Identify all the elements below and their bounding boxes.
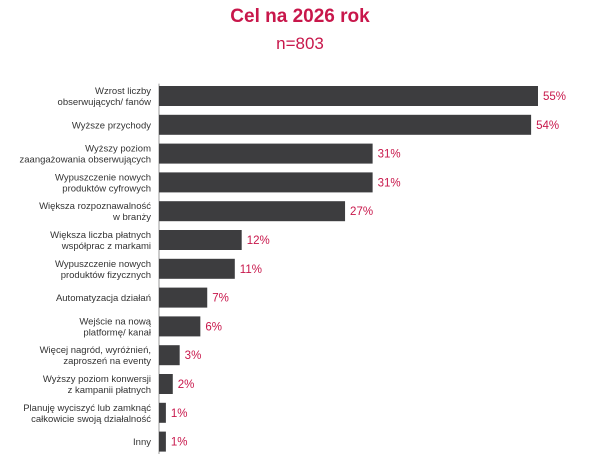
chart-subtitle: n=803 — [276, 34, 324, 53]
category-label: Większa liczba płatnych współprac z marka… — [50, 230, 151, 252]
category-label-line: zaangażowania obserwujących — [20, 155, 152, 166]
bar — [159, 114, 532, 135]
bar — [159, 258, 235, 279]
category-label-line: Wypuszczenie nowych — [55, 259, 151, 270]
bar — [159, 345, 180, 366]
category-label-line: współprac z markami — [61, 241, 151, 252]
bar — [159, 374, 173, 394]
bar — [159, 143, 373, 164]
category-label-line: Inny — [133, 437, 151, 448]
category-label-line: Planuję wyciszyć lub zamknąć — [23, 403, 151, 414]
category-label-line: Wyższy poziom — [85, 144, 151, 155]
value-label: 11% — [240, 264, 262, 276]
category-label-line: obserwujących/ fanów — [58, 97, 152, 108]
chart-title: Cel na 2026 rok — [230, 6, 370, 27]
value-label: 1% — [171, 437, 188, 449]
category-label-line: Automatyzacja działań — [56, 293, 151, 304]
bar — [159, 230, 242, 250]
value-label: 7% — [212, 293, 229, 305]
category-label-line: zaproszeń na eventy — [63, 356, 151, 367]
category-label-line: Wyższy poziom konwersji — [43, 374, 151, 385]
category-label-line: Wyższe przychody — [72, 120, 151, 131]
category-label: Wyższy poziom zaangażowania obserwujących — [20, 144, 152, 166]
value-label: 12% — [247, 235, 270, 247]
category-label: Wyższy poziom konwersji z kampanii płatny… — [43, 374, 151, 396]
category-label-line: platformę/ kanał — [83, 327, 151, 338]
category-label: Wejście na nową platformę/ kanał — [79, 316, 152, 338]
category-label-line: Większa rozpoznawalność — [39, 201, 151, 212]
category-label-line: Wzrost liczby — [95, 86, 151, 97]
category-label-line: produktów fizycznych — [61, 270, 151, 281]
category-label: Wypuszczenie nowych produktów cyfrowych — [55, 172, 151, 194]
value-label: 1% — [171, 408, 188, 420]
category-label-line: Więcej nagród, wyróżnień, — [40, 345, 151, 356]
value-label: 3% — [185, 350, 202, 362]
bar — [159, 402, 166, 423]
bar — [159, 201, 346, 222]
value-label: 27% — [350, 206, 373, 218]
value-label: 31% — [378, 177, 401, 189]
category-label-line: Wypuszczenie nowych — [55, 172, 151, 183]
category-label: Wyższe przychody — [72, 120, 151, 131]
category-label-line: w branży — [112, 212, 151, 223]
category-label: Automatyzacja działań — [56, 293, 151, 304]
category-label: Więcej nagród, wyróżnień, zaproszeń na ev… — [40, 345, 152, 367]
category-label-line: produktów cyfrowych — [62, 183, 151, 194]
category-label-line: całkowicie swoją działalność — [31, 414, 151, 425]
category-label: Wzrost liczby obserwujących/ fanów — [58, 86, 152, 108]
category-label: Planuję wyciszyć lub zamknąć całkowicie s… — [23, 403, 151, 425]
bar — [159, 172, 373, 193]
bar — [159, 431, 166, 452]
value-label: 54% — [536, 120, 559, 132]
value-label: 31% — [378, 149, 401, 161]
bar — [159, 316, 201, 337]
category-label-line: z kampanii płatnych — [68, 385, 151, 396]
value-label: 6% — [205, 321, 222, 333]
category-label-line: Większa liczba płatnych — [50, 230, 151, 241]
value-label: 55% — [543, 91, 566, 103]
category-label: Inny — [133, 437, 151, 448]
category-label: Większa rozpoznawalność w branży — [39, 201, 151, 223]
value-label: 2% — [178, 379, 195, 391]
bar — [159, 86, 538, 106]
bar — [159, 287, 208, 308]
bars-layer: Wzrost liczby obserwujących/ fanów 55% Wyżs… — [20, 83, 566, 454]
category-label-line: Wejście na nową — [79, 316, 151, 327]
category-label: Wypuszczenie nowych produktów fizycznych — [55, 259, 151, 281]
